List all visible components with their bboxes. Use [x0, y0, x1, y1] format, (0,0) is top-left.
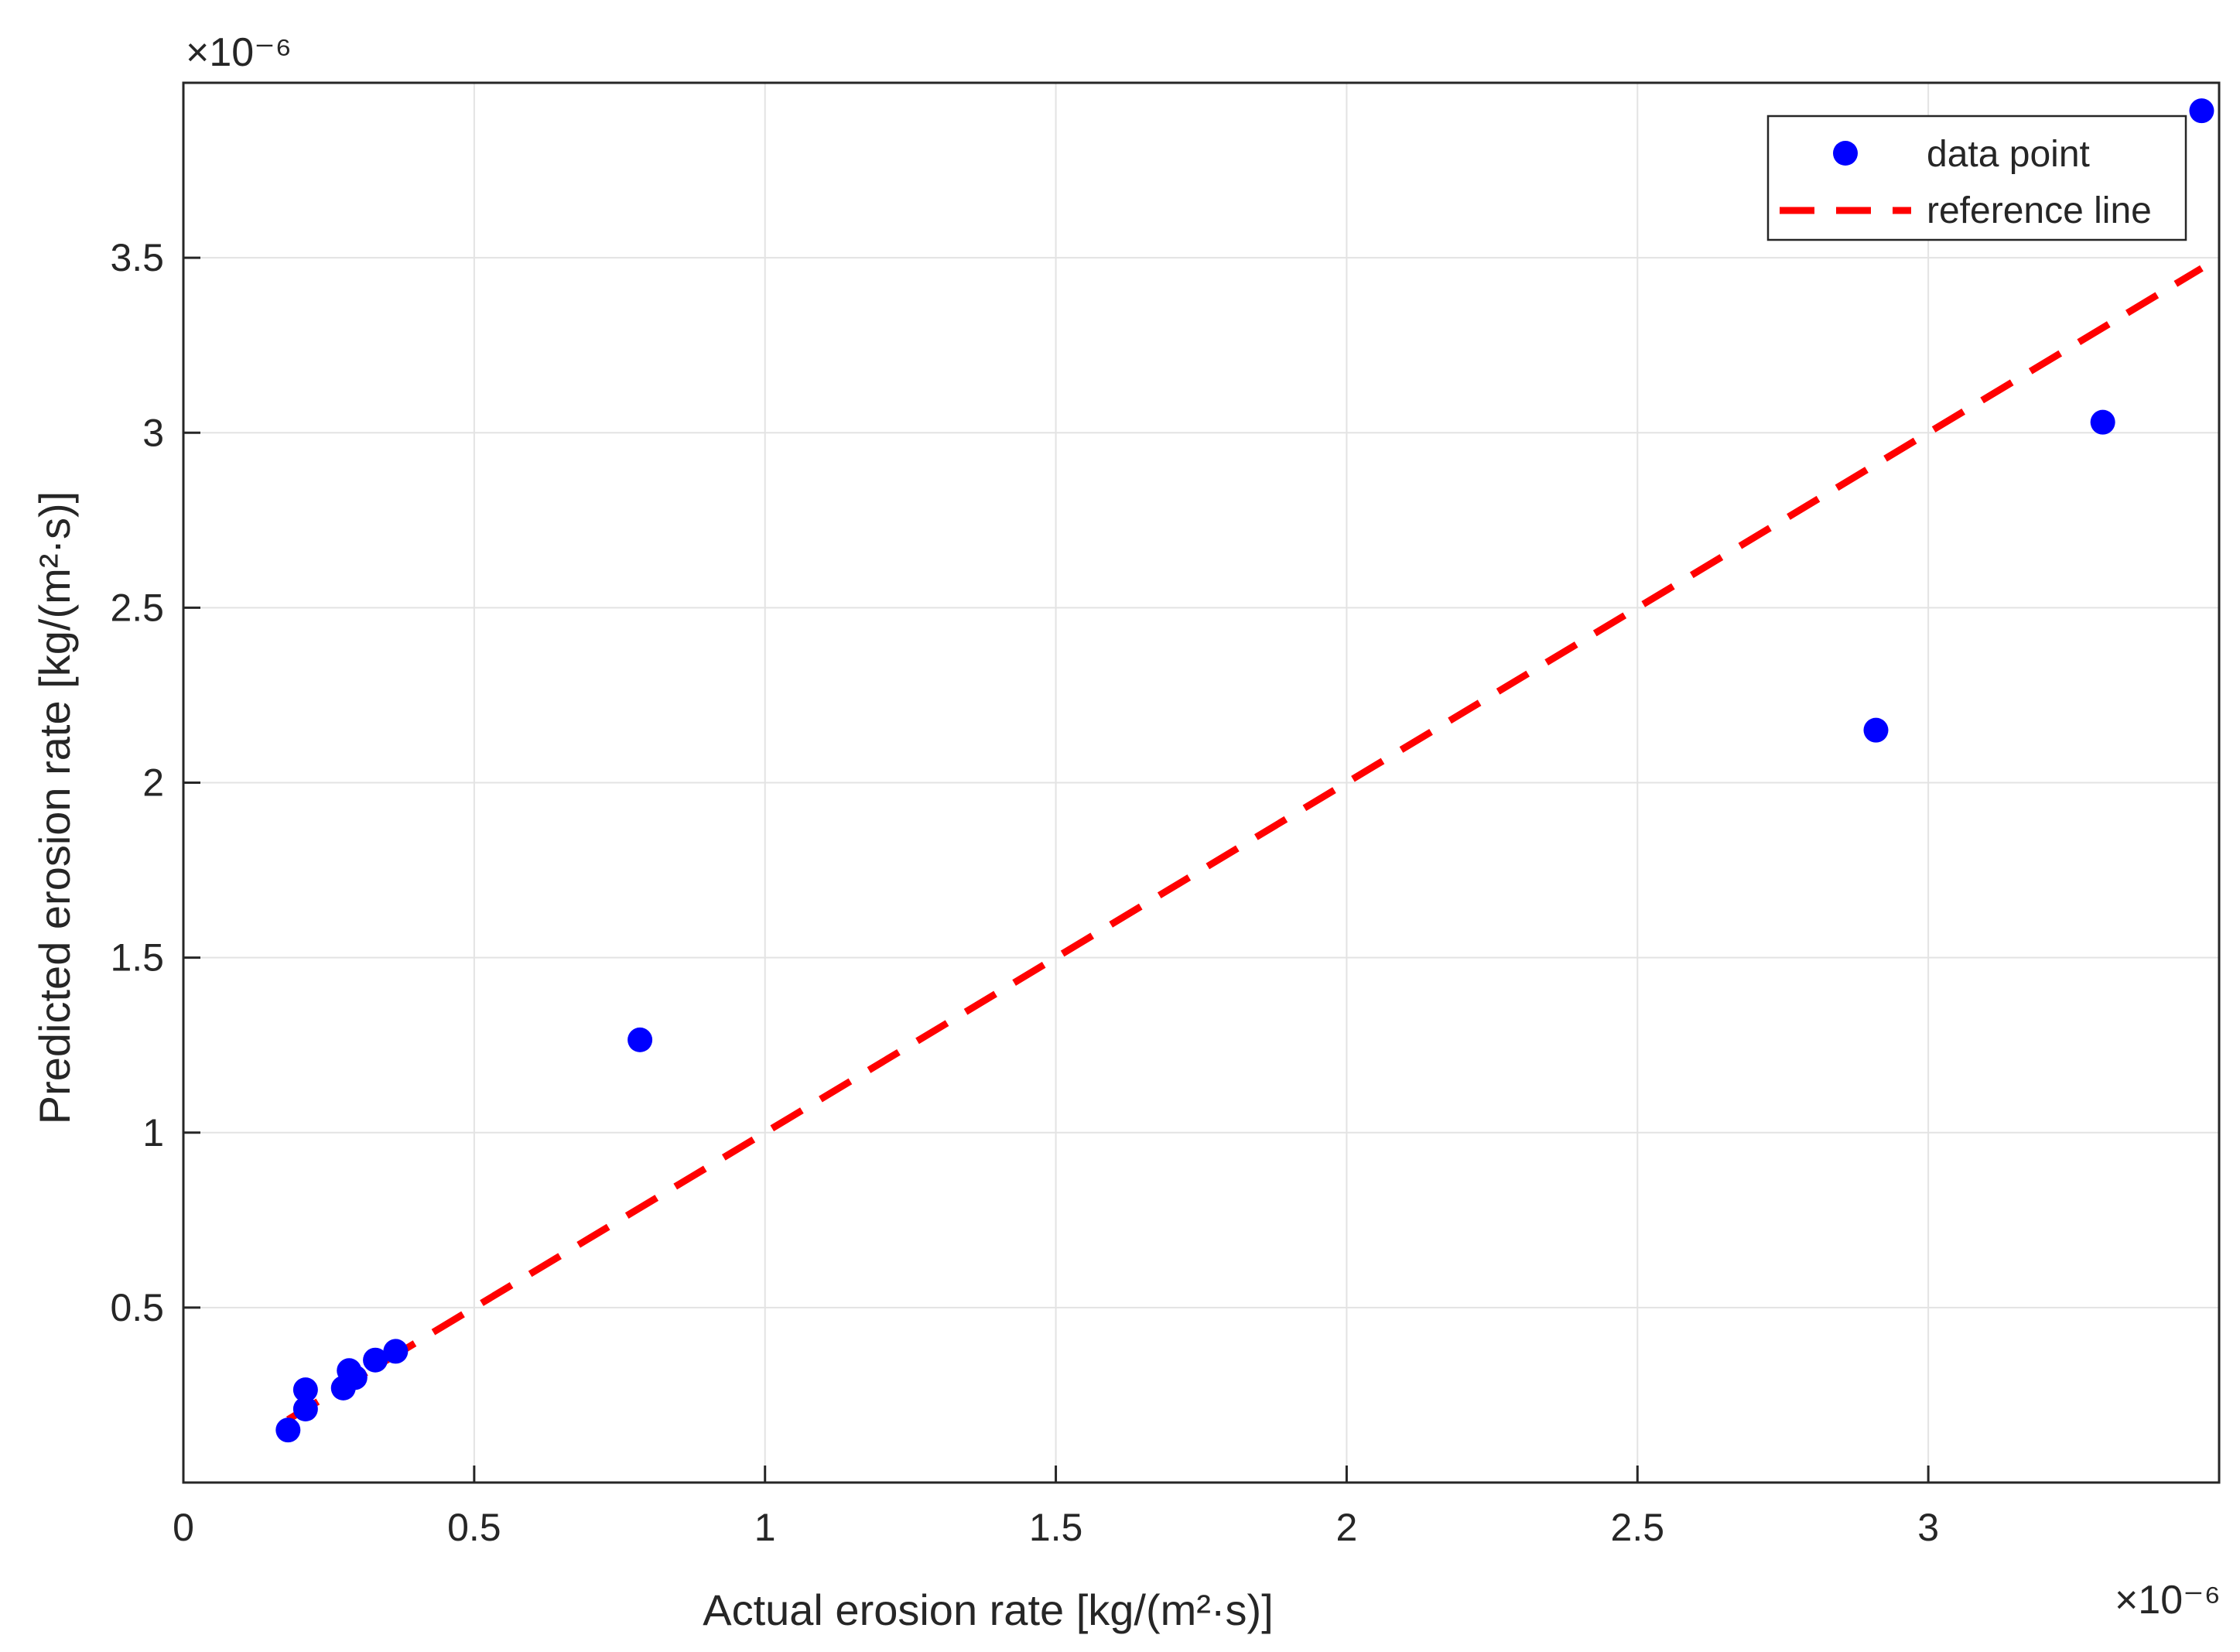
x-axis-exponent: ×10⁻⁶ — [2115, 1578, 2221, 1623]
data-point — [342, 1365, 368, 1390]
y-tick-label: 3 — [142, 411, 164, 454]
y-tick-label: 1 — [142, 1111, 164, 1154]
reference-line-series — [286, 265, 2204, 1423]
data-point — [292, 1397, 318, 1422]
x-axis-title: Actual erosion rate [kg/(m²·s)] — [703, 1585, 1274, 1634]
y-axis-title: Predicted erosion rate [kg/(m²·s)] — [30, 491, 79, 1124]
x-tick-label: 0 — [173, 1506, 194, 1549]
x-tick-label: 2.5 — [1611, 1506, 1665, 1549]
data-point — [275, 1418, 301, 1443]
y-axis-exponent: ×10⁻⁶ — [186, 30, 292, 75]
data-point — [628, 1027, 653, 1052]
data-point — [292, 1377, 318, 1403]
y-tick-label: 3.5 — [110, 236, 164, 279]
data-point — [363, 1347, 388, 1373]
y-tick-label: 2 — [142, 761, 164, 805]
data-point — [1863, 717, 1889, 743]
x-tick-label: 1.5 — [1029, 1506, 1083, 1549]
legend-marker-data-point — [1833, 141, 1858, 166]
x-axis-ticks: 0 0.5 1 1.5 2 2.5 3 — [173, 1466, 1939, 1549]
y-tick-label: 2.5 — [110, 586, 164, 629]
data-point — [383, 1339, 409, 1364]
grid-lines — [183, 83, 2219, 1483]
reference-line — [286, 265, 2204, 1423]
x-tick-label: 2 — [1336, 1506, 1358, 1549]
y-tick-label: 1.5 — [110, 936, 164, 980]
legend-label-data-point: data point — [1927, 134, 2090, 175]
x-tick-label: 1 — [754, 1506, 776, 1549]
x-tick-label: 0.5 — [447, 1506, 501, 1549]
x-tick-label: 3 — [1917, 1506, 1939, 1549]
legend: data point reference line — [1766, 115, 2187, 241]
y-tick-label: 0.5 — [110, 1286, 164, 1329]
data-point — [2090, 409, 2115, 435]
data-point — [2189, 98, 2214, 124]
data-point-series — [275, 98, 2214, 1443]
legend-box — [1766, 115, 2187, 241]
y-axis-ticks: 0.5 1 1.5 2 2.5 3 3.5 — [110, 236, 200, 1329]
legend-label-reference-line: reference line — [1927, 190, 2152, 231]
